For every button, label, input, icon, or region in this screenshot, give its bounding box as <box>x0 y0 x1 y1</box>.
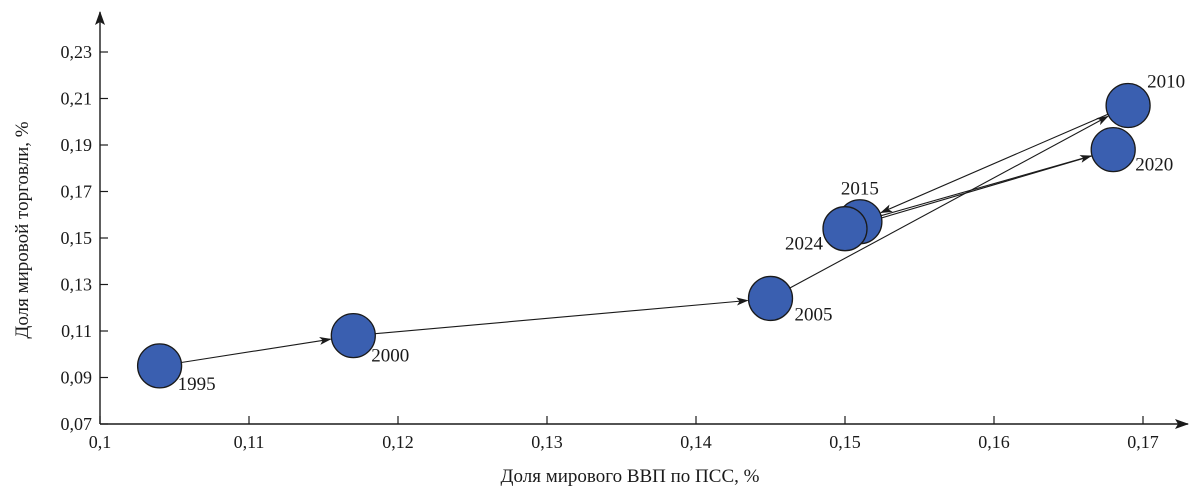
y-tick-label: 0,15 <box>61 228 93 248</box>
trajectory-arrow <box>181 336 332 364</box>
y-axis-ticks: 0,07 0,09 0,11 0,13 0,15 0,17 0,19 0,21 0,23 <box>61 42 108 434</box>
x-axis-ticks: 0,1 0,11 0,12 0,13 0,14 0,15 0,16 0,17 <box>89 416 1159 452</box>
point-label-2000: 2000 <box>371 346 409 367</box>
point-label-1995: 1995 <box>178 374 216 395</box>
data-point-2005 <box>747 275 794 322</box>
point-label-2015: 2015 <box>841 179 879 200</box>
y-tick-label: 0,23 <box>61 42 93 62</box>
x-axis-title: Доля мирового ВВП по ПСС, % <box>501 466 760 487</box>
trajectory-arrow <box>880 155 1093 217</box>
trajectory-arrow <box>866 155 1093 223</box>
point-label-2005: 2005 <box>795 304 833 325</box>
data-point-2010 <box>1105 82 1151 129</box>
x-tick-label: 0,17 <box>1127 432 1159 452</box>
data-point-2024 <box>822 206 868 252</box>
y-tick-label: 0,07 <box>61 414 93 434</box>
trajectory-arrows <box>181 113 1109 364</box>
y-tick-label: 0,13 <box>61 275 93 295</box>
point-label-2020: 2020 <box>1135 155 1173 176</box>
trajectory-arrow <box>789 115 1109 289</box>
y-axis-title: Доля мировой торговли, % <box>12 121 33 338</box>
data-points <box>136 82 1151 389</box>
x-tick-label: 0,13 <box>531 432 563 452</box>
data-point-1995 <box>136 343 183 389</box>
y-tick-label: 0,11 <box>61 321 92 341</box>
y-tick-label: 0,17 <box>61 182 93 202</box>
x-tick-label: 0,11 <box>234 432 265 452</box>
point-labels: 1995 2000 2005 2010 2015 2020 2024 <box>178 71 1185 395</box>
point-label-2024: 2024 <box>785 234 824 255</box>
axes <box>95 11 1189 429</box>
trajectory-arrow <box>375 297 749 335</box>
point-label-2010: 2010 <box>1147 71 1185 92</box>
x-tick-label: 0,15 <box>829 432 861 452</box>
x-tick-label: 0,14 <box>680 432 712 452</box>
trajectory-arrow <box>880 113 1109 214</box>
data-point-2020 <box>1090 126 1136 173</box>
x-tick-label: 0,16 <box>978 432 1010 452</box>
x-tick-label: 0,1 <box>89 432 112 452</box>
data-point-2000 <box>330 312 376 359</box>
y-tick-label: 0,21 <box>61 89 93 109</box>
x-tick-label: 0,12 <box>382 432 414 452</box>
y-tick-label: 0,09 <box>61 368 93 388</box>
y-tick-label: 0,19 <box>61 135 93 155</box>
